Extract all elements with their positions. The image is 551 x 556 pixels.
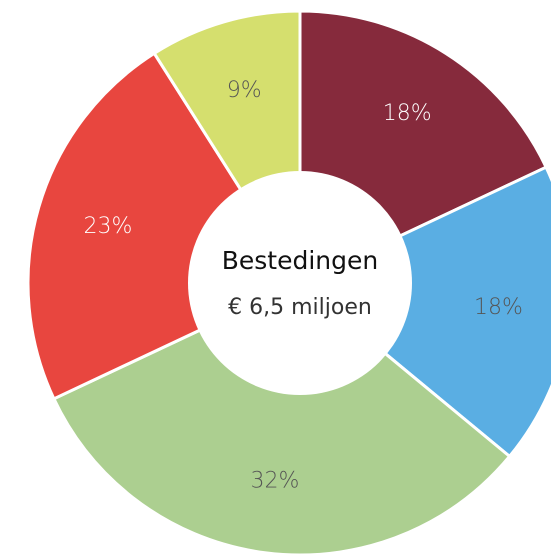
slices (26, 9, 551, 556)
center-title: Bestedingen (222, 246, 379, 275)
slice-label: 18% (474, 295, 523, 320)
slice (297, 165, 551, 459)
donut-hole (188, 171, 412, 395)
slice-label: 18% (383, 101, 432, 126)
slice (51, 281, 512, 556)
center-subtitle: € 6,5 miljoen (228, 295, 372, 320)
slice-label: 9% (227, 78, 262, 103)
slice-label: 23% (83, 214, 132, 239)
slice-label: 32% (250, 468, 299, 493)
